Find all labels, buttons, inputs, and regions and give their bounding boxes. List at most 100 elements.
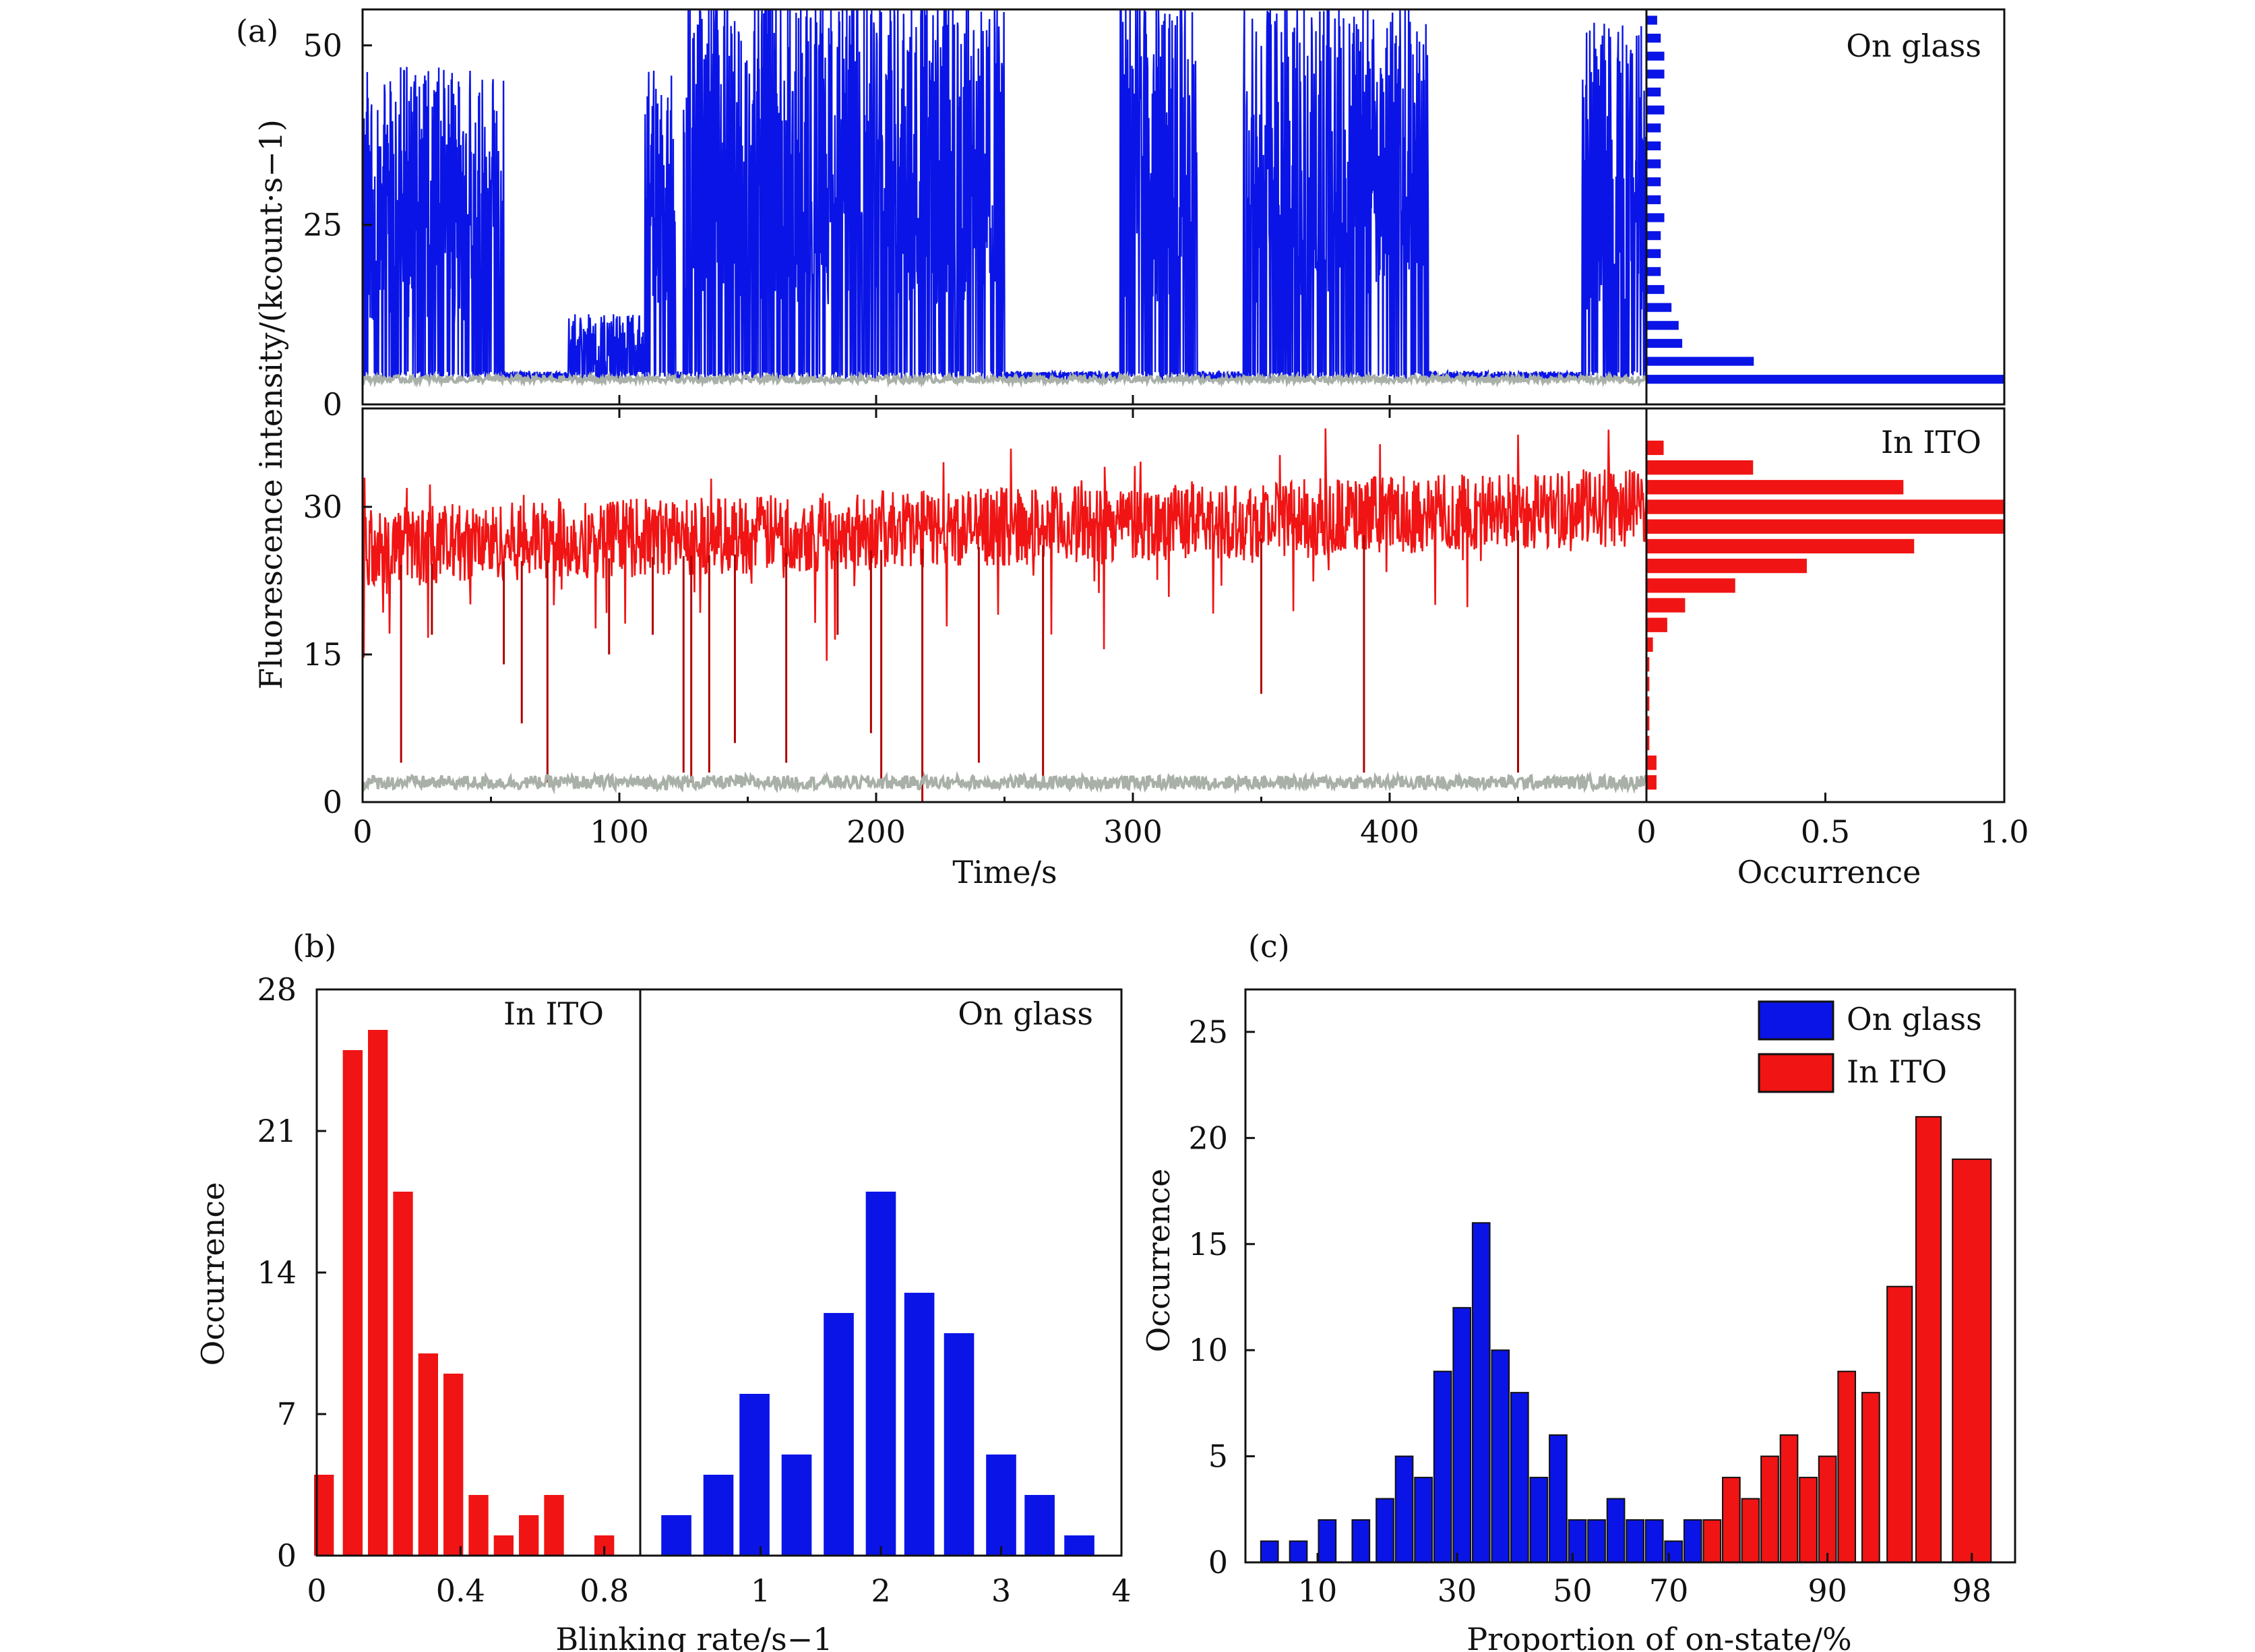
y-tick-label-ito: 15: [303, 636, 342, 673]
x-tick-label-time: 200: [846, 814, 906, 850]
hist-glass-bar: [1646, 105, 1665, 115]
x-label-proportion: Proportion of on-state/%: [1466, 1621, 1852, 1652]
frame-hist-glass: [1645, 8, 2006, 406]
y-tick-label-c: 15: [1188, 1226, 1228, 1262]
bar-c-glass: [1549, 1434, 1568, 1563]
hist-ito-bar: [1646, 439, 1665, 457]
bar-c-glass: [1587, 1519, 1606, 1564]
y-tick-label-b: 14: [257, 1254, 297, 1291]
bar-b-ito: [468, 1495, 489, 1556]
hist-glass-bar: [1646, 159, 1661, 169]
bar-b-ito: [443, 1374, 464, 1556]
bar-c-glass: [1433, 1370, 1452, 1563]
y-tick-label-c: 0: [1208, 1544, 1228, 1581]
trace-glass-plot: [361, 9, 1648, 388]
bar-c-glass: [1260, 1540, 1279, 1564]
hist-glass-bar: [1646, 357, 1754, 366]
x-tick-label-c: 98: [1952, 1572, 1991, 1609]
x-tick-label-b-ito: 0.8: [580, 1572, 629, 1609]
title-b-in-ito: In ITO: [503, 996, 604, 1032]
hist-ito-bar: [1646, 537, 1916, 555]
bar-c-glass: [1683, 1519, 1702, 1564]
x-tick-label-time: 100: [590, 814, 649, 850]
bar-b-glass: [944, 1333, 975, 1556]
bar-c-ito-last: [1952, 1158, 1992, 1563]
legend: On glass In ITO: [1758, 1000, 1982, 1093]
bar-c-ito: [1741, 1498, 1760, 1564]
bar-c-ito: [1886, 1285, 1913, 1563]
bar-b-ito: [493, 1535, 514, 1556]
hist-glass-bar: [1646, 303, 1672, 312]
hist-glass-bar: [1646, 267, 1661, 276]
hist-x-tick-label: 0: [1636, 814, 1656, 850]
bar-c-glass: [1318, 1519, 1337, 1564]
bar-b-glass: [781, 1455, 812, 1556]
bar-c-glass: [1664, 1540, 1683, 1564]
x-tick-label-b-zero: 0: [307, 1572, 326, 1609]
x-tick-label-time: 400: [1360, 814, 1419, 850]
bar-c-glass: [1351, 1519, 1371, 1564]
y-tick-label-glass: 25: [303, 207, 342, 243]
trace-ito-signal: [361, 428, 1648, 661]
hist-ito-bar: [1646, 458, 1755, 477]
hist-ito-bar: [1646, 774, 1658, 791]
bar-c-ito: [1837, 1370, 1857, 1563]
legend-swatch-glass: [1758, 1000, 1834, 1041]
frame-c: [1244, 988, 2016, 1564]
hist-glass-bar: [1646, 338, 1683, 348]
bar-c-ito: [1760, 1455, 1779, 1563]
y-tick-label-glass: 0: [323, 386, 342, 423]
hist-glass-bar: [1646, 177, 1661, 187]
bar-c-glass: [1414, 1477, 1433, 1563]
hist-glass-bar: [1646, 123, 1661, 133]
bar-b-glass: [824, 1313, 854, 1556]
y-tick-label-b: 7: [277, 1396, 297, 1432]
hist-glass-bar: [1646, 87, 1661, 97]
y-tick-label-b: 28: [257, 971, 297, 1008]
bar-c-glass: [1471, 1222, 1491, 1563]
bar-c-ito: [1915, 1115, 1942, 1563]
x-tick-label-b-glass: 1: [751, 1572, 770, 1609]
hist-glass-bar: [1646, 321, 1679, 330]
hist-ito-bar: [1646, 616, 1669, 634]
panel-label-a: (a): [236, 13, 278, 49]
bar-c-ito: [1799, 1477, 1818, 1563]
hist-ito-bar: [1646, 479, 1905, 496]
x-tick-label-c: 90: [1808, 1572, 1847, 1609]
legend-label-glass: On glass: [1847, 1001, 1982, 1037]
x-tick-label-time: 300: [1103, 814, 1163, 850]
legend-label-ito: In ITO: [1847, 1053, 1947, 1090]
trace-ito-background: [361, 770, 1647, 795]
x-label-time: Time/s: [952, 854, 1057, 890]
bar-c-glass: [1510, 1392, 1529, 1564]
title-on-glass: On glass: [1846, 28, 1981, 64]
bar-c-glass: [1289, 1540, 1308, 1564]
hist-glass-bar: [1646, 141, 1661, 151]
bar-c-glass: [1529, 1477, 1549, 1563]
hist-ito-bar: [1646, 498, 2005, 516]
bar-b-glass: [1024, 1495, 1055, 1556]
x-tick-label-c: 50: [1553, 1572, 1593, 1609]
hist-glass-bar: [1646, 249, 1661, 258]
bar-c-ito: [1702, 1519, 1722, 1564]
bar-b-glass: [865, 1192, 896, 1556]
hist-glass-bar: [1646, 195, 1661, 204]
x-tick-label-c: 10: [1298, 1572, 1338, 1609]
title-b-on-glass: On glass: [958, 996, 1093, 1032]
y-tick-label-c: 20: [1188, 1120, 1228, 1156]
bar-c-glass: [1491, 1349, 1510, 1563]
x-tick-label-b-ito: 0.4: [436, 1572, 485, 1609]
panel-label-c: (c): [1248, 928, 1290, 965]
x-label-blinking-rate: Blinking rate/s−1: [555, 1621, 832, 1652]
y-tick-label-c: 10: [1188, 1332, 1228, 1368]
bar-b-ito: [342, 1050, 363, 1556]
x-label-occurrence: Occurrence: [1737, 854, 1921, 890]
bar-c-glass: [1626, 1519, 1644, 1564]
bar-b-glass: [661, 1515, 691, 1556]
bar-c-ito: [1818, 1455, 1837, 1563]
y-label-c-occurrence: Occurrence: [1140, 1169, 1177, 1353]
bar-b-ito: [368, 1030, 388, 1556]
hist-glass-bar: [1646, 375, 2004, 384]
frame-trace-ito: [361, 407, 1648, 803]
